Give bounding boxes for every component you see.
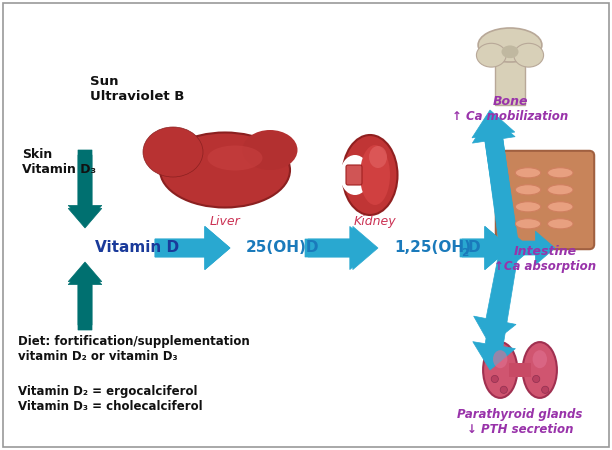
Text: Liver: Liver xyxy=(210,215,241,228)
Text: ↑Ca absorption: ↑Ca absorption xyxy=(494,260,596,273)
Circle shape xyxy=(542,386,549,393)
Polygon shape xyxy=(510,231,555,265)
Bar xyxy=(494,54,525,104)
Polygon shape xyxy=(462,226,510,270)
Text: Skin
Vitamin D₃: Skin Vitamin D₃ xyxy=(22,148,96,176)
Polygon shape xyxy=(155,226,230,270)
Polygon shape xyxy=(460,226,510,270)
Ellipse shape xyxy=(343,135,398,215)
Polygon shape xyxy=(472,110,517,244)
Ellipse shape xyxy=(478,28,542,62)
Circle shape xyxy=(500,386,507,393)
Ellipse shape xyxy=(515,219,541,229)
Ellipse shape xyxy=(515,184,541,195)
Polygon shape xyxy=(155,226,230,270)
Polygon shape xyxy=(474,251,517,345)
Ellipse shape xyxy=(501,45,518,58)
Ellipse shape xyxy=(207,145,263,171)
Ellipse shape xyxy=(532,350,547,368)
Ellipse shape xyxy=(515,168,541,178)
Polygon shape xyxy=(507,229,530,267)
Polygon shape xyxy=(68,265,102,330)
Text: 1,25(OH): 1,25(OH) xyxy=(394,240,471,256)
Ellipse shape xyxy=(143,127,203,177)
Ellipse shape xyxy=(548,219,573,229)
Ellipse shape xyxy=(523,342,557,398)
Circle shape xyxy=(532,375,540,382)
Polygon shape xyxy=(68,262,102,325)
Ellipse shape xyxy=(242,130,297,170)
Ellipse shape xyxy=(476,43,506,67)
Polygon shape xyxy=(308,226,378,270)
Ellipse shape xyxy=(548,168,573,178)
Polygon shape xyxy=(472,115,519,249)
Bar xyxy=(509,363,531,377)
Text: D: D xyxy=(468,240,480,256)
Polygon shape xyxy=(507,231,530,269)
Text: Bone: Bone xyxy=(492,95,528,108)
Ellipse shape xyxy=(340,155,370,195)
Ellipse shape xyxy=(369,146,387,168)
Ellipse shape xyxy=(548,202,573,212)
Text: Sun
Ultraviolet B: Sun Ultraviolet B xyxy=(90,75,184,103)
Text: Parathyroid glands: Parathyroid glands xyxy=(457,408,583,421)
Text: ↓ PTH secretion: ↓ PTH secretion xyxy=(467,423,573,436)
Polygon shape xyxy=(68,150,102,228)
Text: Kidney: Kidney xyxy=(354,215,397,228)
FancyBboxPatch shape xyxy=(346,165,362,185)
Polygon shape xyxy=(472,247,519,370)
Text: Intestine: Intestine xyxy=(513,245,577,258)
Text: Vitamin D: Vitamin D xyxy=(95,240,179,256)
Ellipse shape xyxy=(548,184,573,195)
Ellipse shape xyxy=(360,145,390,205)
Text: ↑ Ca mobilization: ↑ Ca mobilization xyxy=(452,110,568,123)
Ellipse shape xyxy=(493,350,507,368)
Ellipse shape xyxy=(160,132,290,207)
Text: Vitamin D₂ = ergocalciferol
Vitamin D₃ = cholecalciferol: Vitamin D₂ = ergocalciferol Vitamin D₃ =… xyxy=(18,385,203,413)
Ellipse shape xyxy=(514,43,543,67)
Ellipse shape xyxy=(515,202,541,212)
Polygon shape xyxy=(305,226,375,270)
Circle shape xyxy=(491,375,498,382)
Ellipse shape xyxy=(483,342,517,398)
Text: Diet: fortification/supplementation
vitamin D₂ or vitamin D₃: Diet: fortification/supplementation vita… xyxy=(18,335,250,363)
FancyBboxPatch shape xyxy=(496,151,594,249)
Polygon shape xyxy=(68,155,102,225)
Text: 25(OH)D: 25(OH)D xyxy=(246,240,319,256)
Text: 2: 2 xyxy=(461,248,468,258)
